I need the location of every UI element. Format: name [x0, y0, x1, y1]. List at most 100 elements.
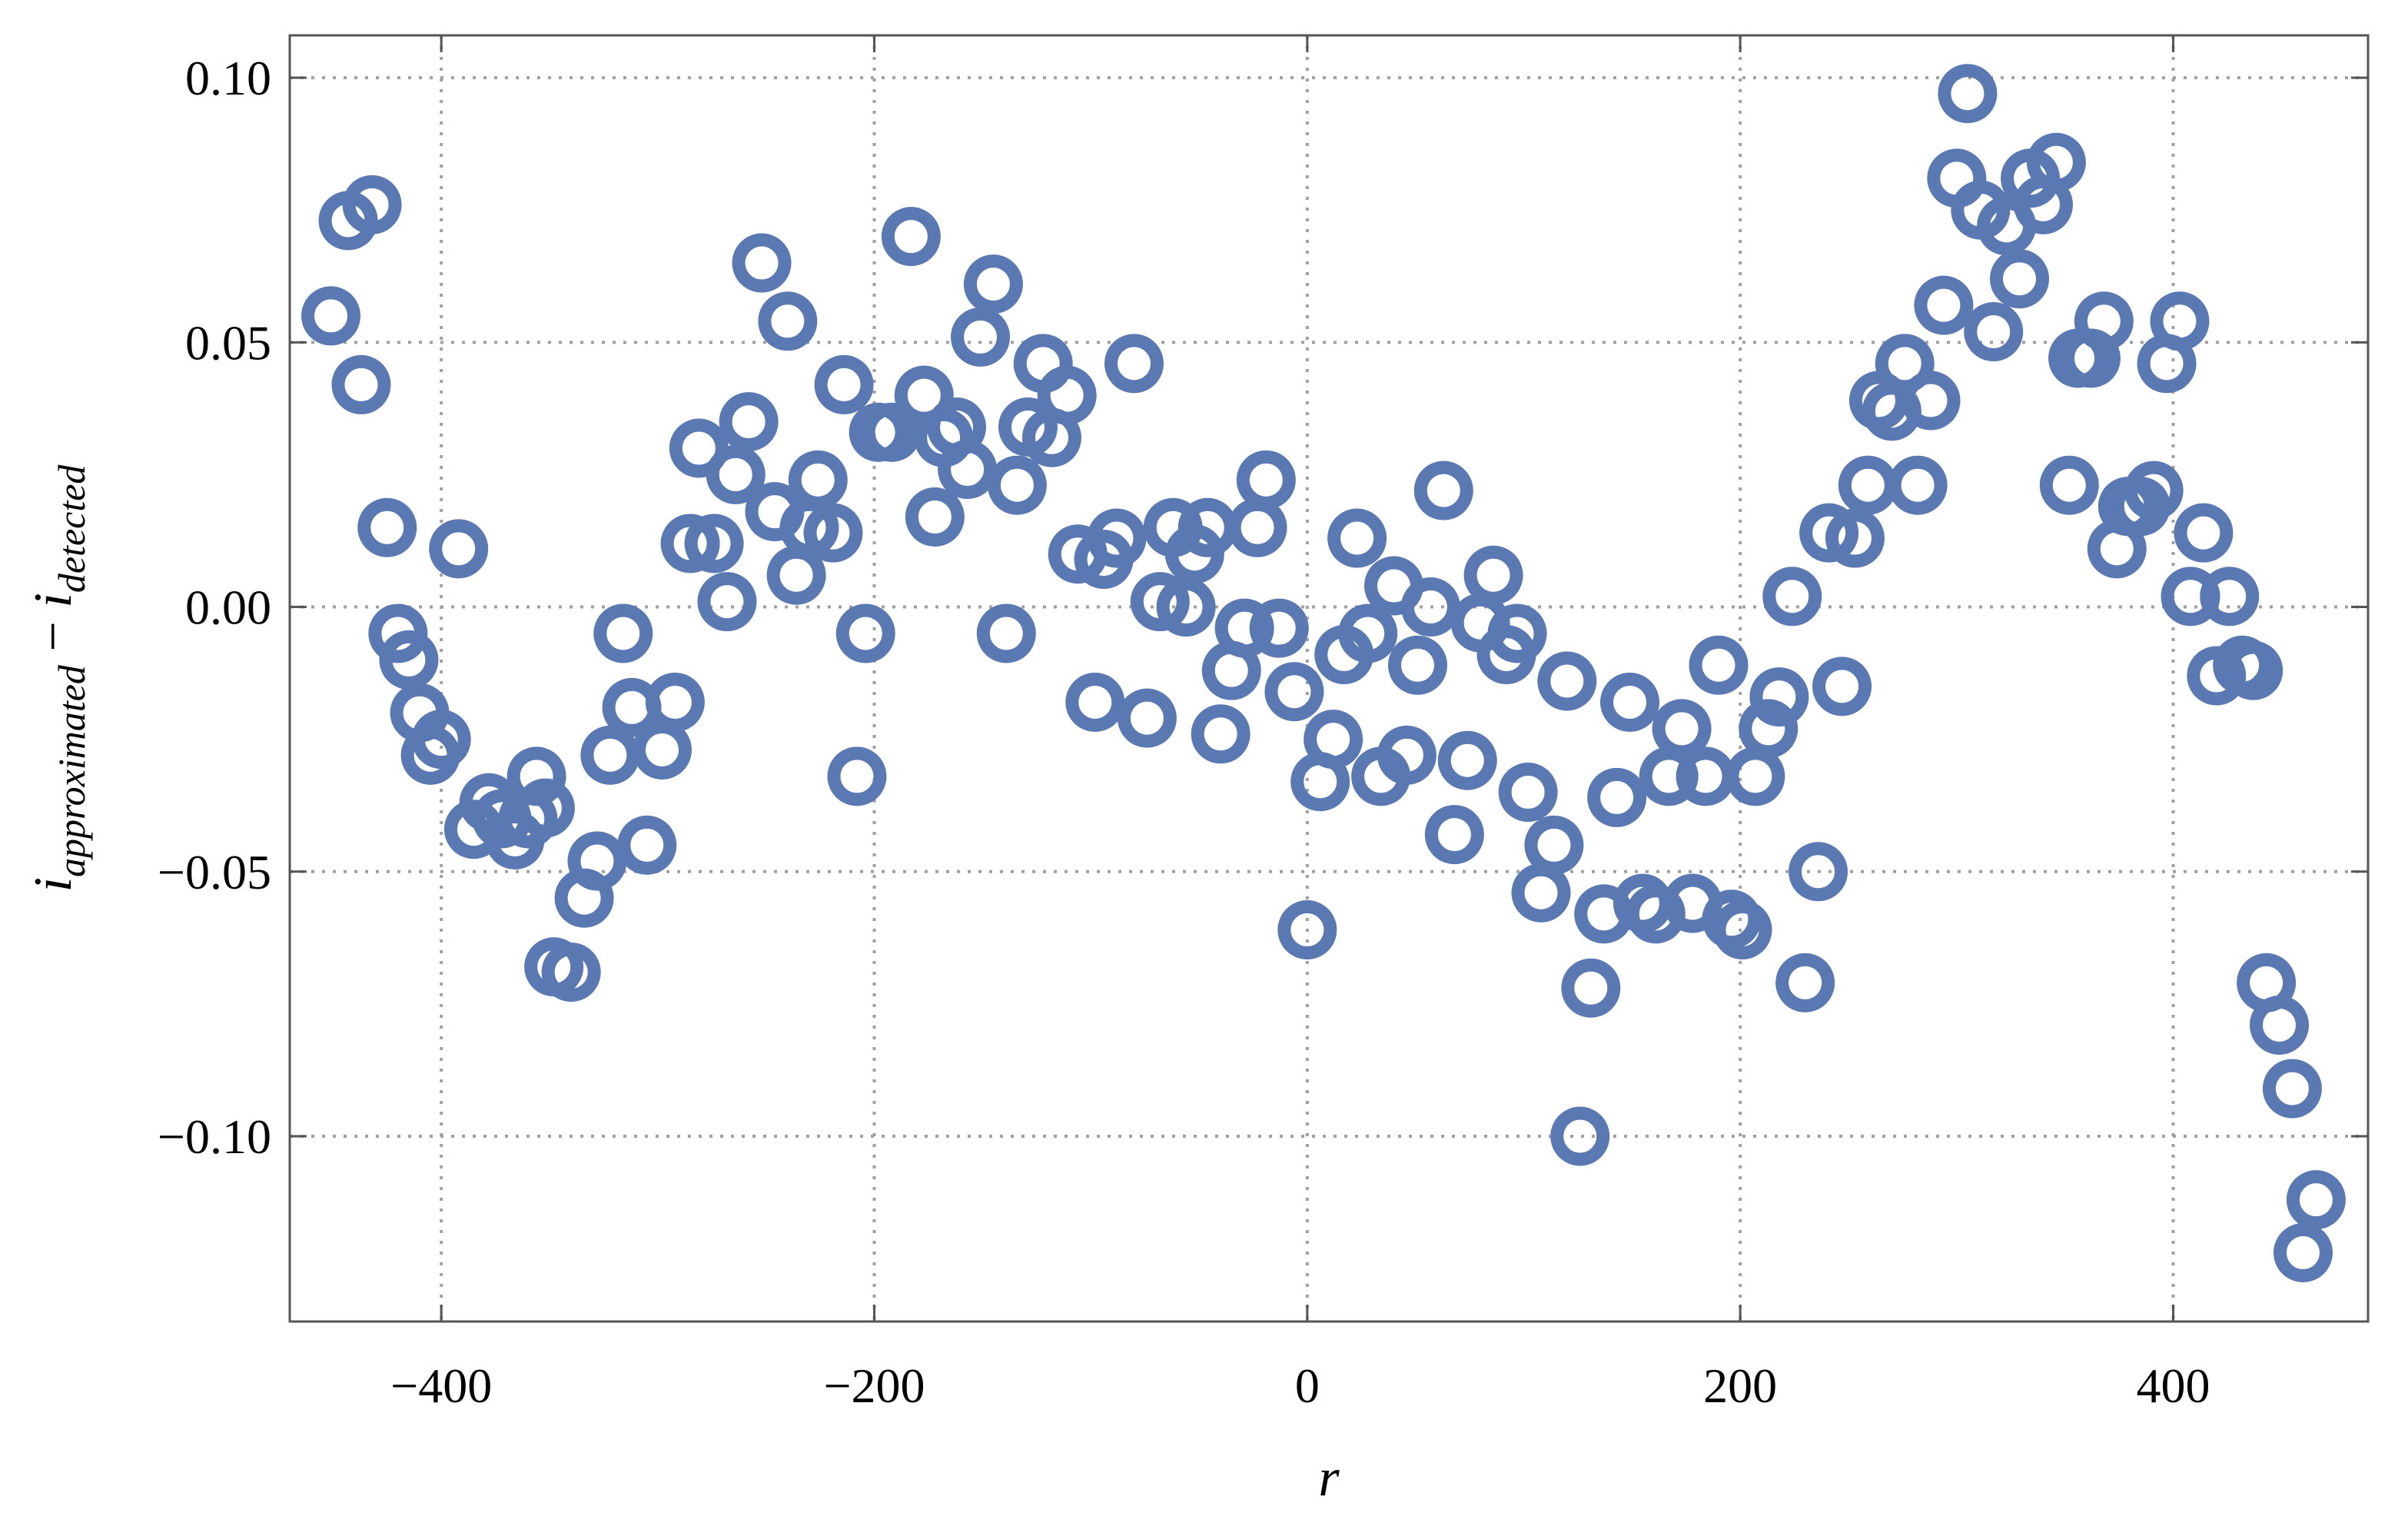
- data-point: [1689, 635, 1749, 695]
- y-axis-label: iapproximated − idetected: [24, 464, 93, 893]
- data-point: [1498, 763, 1558, 823]
- data-point: [301, 286, 361, 346]
- data-point: [632, 720, 692, 780]
- data-point: [1762, 567, 1822, 627]
- data-point: [1914, 275, 1974, 335]
- data-point: [2224, 640, 2283, 700]
- data-point: [814, 354, 874, 414]
- data-point: [660, 514, 720, 573]
- data-point: [617, 815, 677, 875]
- data-points: [301, 64, 2346, 1282]
- data-point: [1156, 577, 1216, 637]
- x-tick-label: 200: [1703, 1358, 1777, 1413]
- data-point: [803, 503, 863, 563]
- data-point: [987, 455, 1047, 515]
- y-label-i1: i: [24, 877, 83, 892]
- data-point: [1338, 603, 1398, 663]
- data-point: [1249, 598, 1309, 658]
- data-point: [2039, 455, 2099, 515]
- data-point: [766, 545, 826, 605]
- y-label-sub-detected: detected: [50, 464, 93, 593]
- y-label-i2: i: [24, 593, 83, 607]
- x-tick-label: −200: [823, 1358, 925, 1413]
- data-point: [342, 175, 402, 234]
- data-point: [1888, 455, 1948, 515]
- data-point: [827, 746, 887, 806]
- data-point: [1227, 497, 1287, 557]
- data-point: [379, 630, 439, 690]
- data-point: [1117, 688, 1177, 748]
- data-point: [2262, 1059, 2322, 1119]
- data-point: [1264, 662, 1324, 722]
- data-point: [835, 603, 895, 663]
- data-point: [1990, 249, 2050, 309]
- data-point: [1524, 815, 1584, 875]
- data-point: [1561, 958, 1621, 1018]
- data-point: [429, 519, 489, 579]
- data-point: [1304, 710, 1363, 770]
- data-point: [1277, 900, 1337, 960]
- axis-ticks: [290, 35, 2368, 1322]
- data-point: [1775, 953, 1835, 1012]
- data-point: [2124, 460, 2184, 520]
- data-point: [1600, 672, 1660, 732]
- y-tick-label: 0.05: [185, 315, 271, 370]
- data-point: [2200, 567, 2260, 627]
- data-point: [1437, 730, 1497, 790]
- data-point: [1130, 572, 1190, 632]
- data-point: [732, 233, 792, 293]
- data-point: [2286, 1170, 2346, 1230]
- data-point: [645, 672, 705, 732]
- data-point: [1037, 365, 1097, 425]
- data-point: [1236, 450, 1296, 510]
- data-point: [1587, 767, 1647, 827]
- data-point: [1702, 889, 1762, 949]
- y-tick-label: 0.10: [185, 51, 271, 105]
- data-point: [1725, 746, 1785, 806]
- data-point: [331, 354, 391, 414]
- data-point: [2074, 291, 2134, 351]
- data-point: [2174, 503, 2234, 563]
- data-point: [541, 943, 601, 1002]
- data-point: [706, 444, 766, 504]
- data-point: [507, 746, 566, 806]
- data-point: [1550, 1106, 1610, 1166]
- data-point: [1652, 699, 1712, 759]
- data-point: [1799, 503, 1859, 563]
- data-point: [1749, 667, 1809, 727]
- data-point: [1901, 371, 1961, 431]
- data-point: [1812, 657, 1872, 716]
- data-point: [1739, 699, 1799, 759]
- data-point: [1825, 508, 1885, 568]
- data-point: [567, 831, 627, 891]
- data-point: [2026, 132, 2086, 192]
- data-point: [684, 514, 744, 573]
- data-point: [1087, 508, 1147, 568]
- data-point: [1838, 455, 1898, 515]
- data-point: [1712, 900, 1772, 960]
- data-point: [2273, 1222, 2333, 1282]
- data-point: [1537, 651, 1597, 711]
- data-point: [1400, 577, 1460, 637]
- plot-frame: [288, 34, 2370, 1323]
- x-tick-label: 0: [1295, 1358, 1320, 1413]
- data-point: [2250, 995, 2310, 1055]
- tick-labels: −400 −200 0 200 400 0.10 0.05 0.00 −0.05 −0.10: [158, 51, 2210, 1413]
- data-point: [1413, 460, 1473, 520]
- data-point: [719, 392, 779, 452]
- data-point: [881, 207, 941, 267]
- data-point: [1065, 672, 1125, 732]
- data-point: [1964, 302, 2024, 362]
- data-point: [1487, 603, 1547, 663]
- data-point: [1938, 64, 1998, 124]
- data-point: [515, 778, 575, 838]
- data-point: [758, 291, 818, 351]
- data-point: [963, 254, 1023, 314]
- data-point: [2150, 291, 2210, 351]
- data-point: [1424, 805, 1484, 865]
- data-point: [357, 497, 417, 557]
- data-point: [697, 572, 757, 632]
- y-label-sub-approximated: approximated: [50, 664, 93, 877]
- data-point: [580, 725, 640, 785]
